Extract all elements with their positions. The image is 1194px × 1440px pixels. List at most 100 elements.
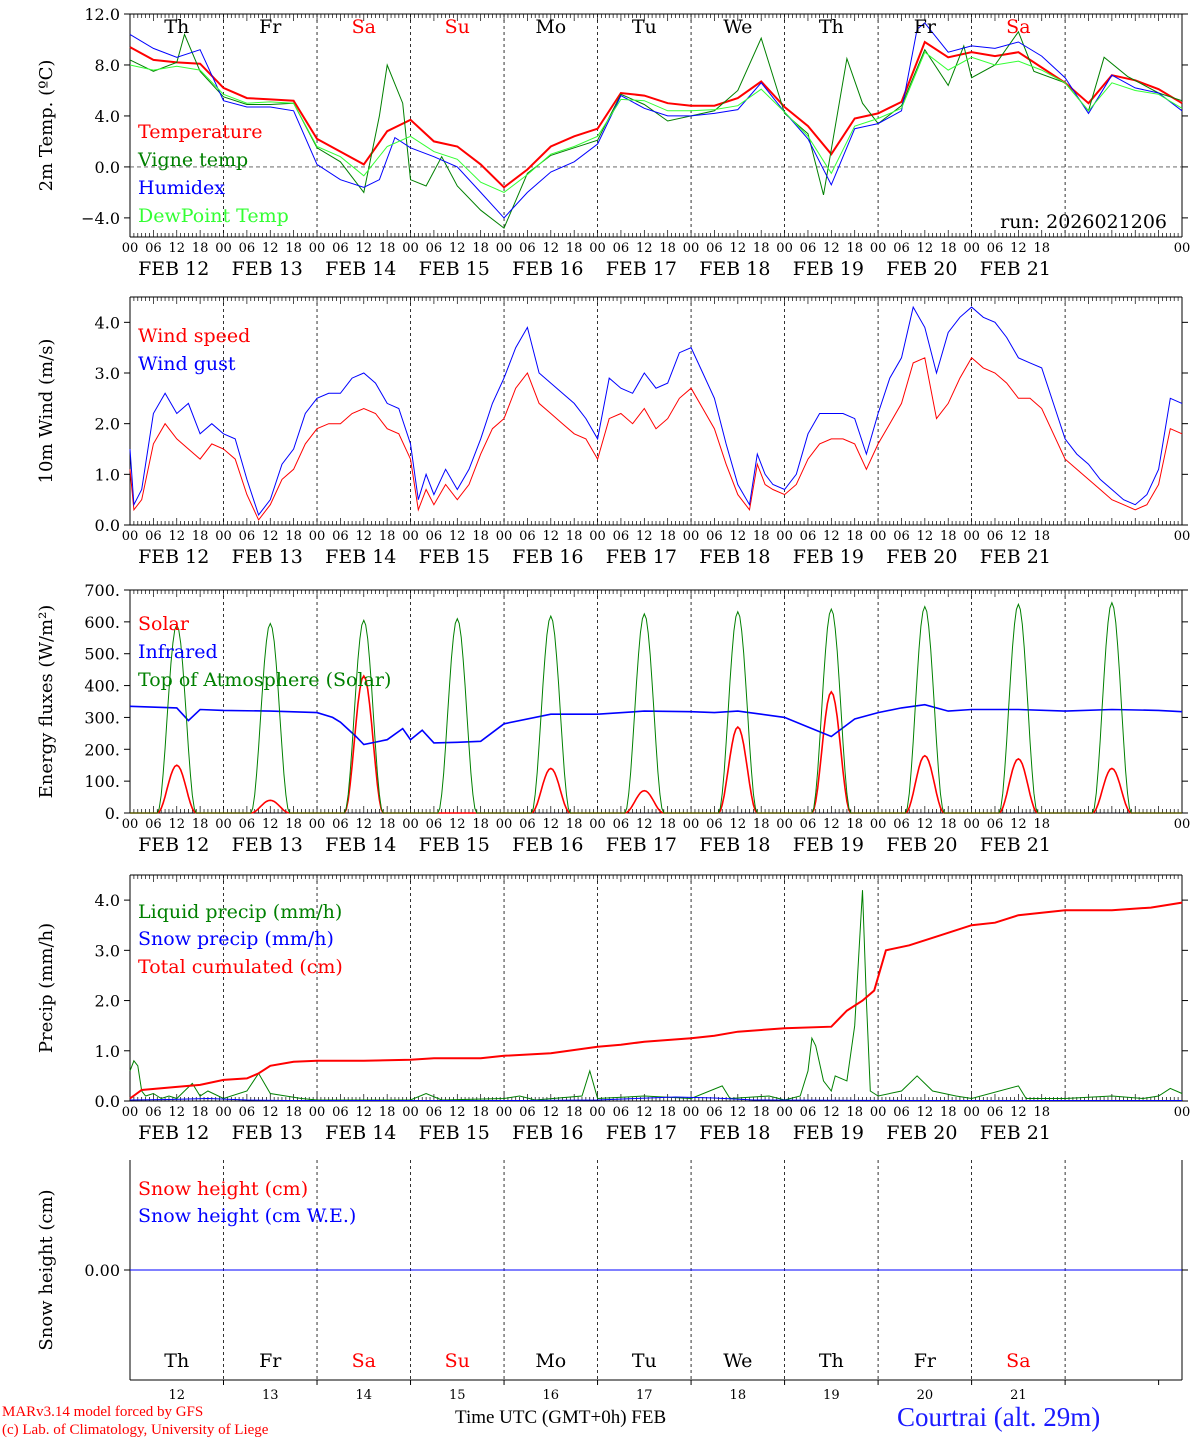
date-label: FEB 15 bbox=[419, 1122, 490, 1144]
hour-tick-label: 06 bbox=[893, 1105, 910, 1120]
time-label: Time UTC (GMT+0h) bbox=[455, 1407, 627, 1428]
date-label: FEB 19 bbox=[793, 258, 864, 280]
hour-tick-label: 18 bbox=[192, 1105, 209, 1120]
hour-tick-label: 06 bbox=[613, 241, 630, 256]
hour-tick-label: 06 bbox=[706, 1105, 723, 1120]
hour-tick-label: 00 bbox=[215, 241, 232, 256]
hour-tick-label: 18 bbox=[472, 1105, 489, 1120]
hour-tick-label: 18 bbox=[379, 529, 396, 544]
date-label: FEB 14 bbox=[325, 1122, 396, 1144]
hour-tick-label: 06 bbox=[145, 817, 162, 832]
hour-tick-label: 06 bbox=[800, 817, 817, 832]
date-label: FEB 12 bbox=[138, 258, 209, 280]
date-label: FEB 20 bbox=[886, 546, 957, 568]
date-label: FEB 18 bbox=[699, 1122, 770, 1144]
hour-tick-label: 18 bbox=[566, 817, 583, 832]
hour-tick-label: 06 bbox=[332, 1105, 349, 1120]
chart-temperature bbox=[124, 13, 1188, 238]
hour-tick-label: 18 bbox=[846, 1105, 863, 1120]
hour-tick-label: 06 bbox=[987, 529, 1004, 544]
hour-tick-label: 12 bbox=[356, 1105, 373, 1120]
legend-solar: Solar bbox=[138, 613, 190, 635]
y-tick-label: 300. bbox=[84, 708, 120, 727]
date-label: FEB 19 bbox=[793, 834, 864, 856]
date-label: FEB 13 bbox=[232, 834, 303, 856]
hour-tick-label: 06 bbox=[706, 529, 723, 544]
date-label: FEB 16 bbox=[512, 1122, 583, 1144]
hour-tick-label: 06 bbox=[893, 529, 910, 544]
hour-tick-label: 00 bbox=[402, 1105, 419, 1120]
weekday-label: Mo bbox=[535, 1350, 566, 1372]
hour-tick-label: 06 bbox=[332, 817, 349, 832]
hour-tick-label: 12 bbox=[823, 529, 840, 544]
hour-tick-label: 12 bbox=[449, 241, 466, 256]
series-line-temperature bbox=[129, 40, 1183, 189]
hour-tick-label: 00 bbox=[402, 241, 419, 256]
legend-infrared: Infrared bbox=[138, 641, 218, 663]
y-tick-label: 4.0 bbox=[95, 313, 120, 332]
hour-tick-label: 06 bbox=[332, 241, 349, 256]
hour-tick-label: 12 bbox=[917, 817, 934, 832]
hour-tick-label: 00 bbox=[309, 241, 326, 256]
hour-tick-label: 12 bbox=[823, 817, 840, 832]
hour-tick-label: 18 bbox=[285, 1105, 302, 1120]
hour-tick-label: 00 bbox=[402, 529, 419, 544]
hour-tick-label: 00 bbox=[776, 529, 793, 544]
y-tick-label: 700. bbox=[84, 581, 120, 600]
date-label: FEB 21 bbox=[980, 834, 1051, 856]
date-label: FEB 16 bbox=[512, 834, 583, 856]
y-tick-label: 4.0 bbox=[95, 107, 120, 126]
hour-tick-label: 00 bbox=[309, 1105, 326, 1120]
weekday-label: Th bbox=[164, 16, 189, 38]
legend-total-cumulated-cm-: Total cumulated (cm) bbox=[138, 956, 343, 978]
hour-tick-label: 12 bbox=[262, 817, 279, 832]
hour-tick-label: 12 bbox=[636, 241, 653, 256]
hour-tick-label: 06 bbox=[800, 1105, 817, 1120]
hour-tick-label: 06 bbox=[239, 241, 256, 256]
hour-tick-label: 00 bbox=[1174, 241, 1191, 256]
weekday-label: We bbox=[723, 1350, 752, 1372]
hour-tick-label: 00 bbox=[589, 241, 606, 256]
hour-tick-label: 06 bbox=[893, 241, 910, 256]
chart-wind bbox=[124, 296, 1188, 526]
credit-line: (c) Lab. of Climatology, University of L… bbox=[2, 1422, 269, 1438]
hour-tick-label: 18 bbox=[472, 529, 489, 544]
hour-tick-label: 00 bbox=[776, 1105, 793, 1120]
hour-tick-label: 18 bbox=[659, 817, 676, 832]
series-line-solar bbox=[130, 674, 1182, 814]
legend-wind-speed: Wind speed bbox=[138, 325, 250, 347]
hour-tick-label: 12 bbox=[168, 1105, 185, 1120]
date-label: FEB 13 bbox=[232, 546, 303, 568]
date-label: FEB 15 bbox=[419, 546, 490, 568]
hour-tick-label: 06 bbox=[893, 817, 910, 832]
y-tick-label: 0.0 bbox=[95, 158, 120, 177]
weekday-label: Su bbox=[445, 16, 470, 38]
date-label: FEB 14 bbox=[325, 258, 396, 280]
hour-tick-label: 00 bbox=[870, 817, 887, 832]
date-label: FEB 17 bbox=[606, 834, 677, 856]
hour-tick-label: 06 bbox=[426, 817, 443, 832]
date-label: FEB 12 bbox=[138, 1122, 209, 1144]
date-label: FEB 16 bbox=[512, 258, 583, 280]
hour-tick-label: 12 bbox=[449, 529, 466, 544]
y-axis-title: 2m Temp. (ºC) bbox=[36, 60, 57, 192]
hour-tick-label: 12 bbox=[917, 241, 934, 256]
date-label: FEB 12 bbox=[138, 546, 209, 568]
hour-tick-label: 12 bbox=[449, 1105, 466, 1120]
y-axis-title: Energy fluxes (W/m²) bbox=[36, 605, 57, 799]
hour-tick-label: 12 bbox=[356, 529, 373, 544]
hour-tick-label: 18 bbox=[940, 529, 957, 544]
model-line: MARv3.14 model forced by GFS bbox=[2, 1404, 204, 1420]
day-number: 13 bbox=[262, 1388, 279, 1403]
hour-tick-label: 18 bbox=[1033, 241, 1050, 256]
date-label: FEB 20 bbox=[886, 258, 957, 280]
weekday-label: Fr bbox=[914, 1350, 937, 1372]
hour-tick-label: 18 bbox=[566, 241, 583, 256]
y-axis-title: 10m Wind (m/s) bbox=[36, 339, 57, 484]
y-tick-label: 1.0 bbox=[95, 1042, 120, 1061]
hour-tick-label: 12 bbox=[917, 529, 934, 544]
y-tick-label: 12.0 bbox=[84, 5, 120, 24]
hour-tick-label: 12 bbox=[823, 1105, 840, 1120]
legend-liquid-precip-mm-h-: Liquid precip (mm/h) bbox=[138, 901, 342, 923]
